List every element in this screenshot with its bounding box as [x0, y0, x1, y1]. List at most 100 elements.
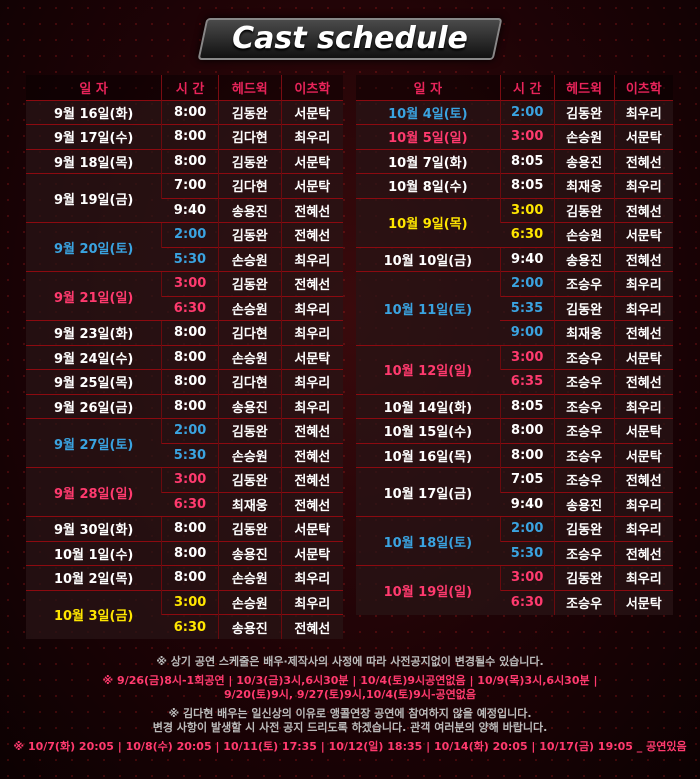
time-cell: 7:05	[499, 467, 555, 492]
table-row: 10월 15일(수) 8:00 조승우 서문탁	[356, 418, 673, 443]
table-row: 6:30 최재웅 전혜선	[26, 491, 343, 517]
time-cell: 9:00	[500, 320, 555, 345]
yitzhak-cast-cell: 최우리	[280, 369, 343, 394]
table-row: 10월 18일(토) 2:00 김동완 최우리	[356, 516, 673, 566]
yitzhak-cast-cell: 최우리	[613, 99, 673, 125]
yitzhak-cast-cell: 전혜선	[280, 271, 343, 296]
date-cell: 9월 20일(토)	[26, 222, 162, 272]
time-cell: 3:00	[161, 589, 219, 615]
table-row: 5:35 김동완 최우리	[356, 295, 673, 321]
note-exceptions: ※ 9/26(금)8시-1회공연 | 10/3(금)3시,6시30분 | 10/…	[102, 673, 598, 702]
hedwig-cast-cell: 김동완	[553, 295, 615, 321]
yitzhak-cast-cell: 최우리	[280, 295, 343, 321]
column-header: 이츠학	[280, 75, 343, 100]
hedwig-cast-cell: 김동완	[217, 271, 282, 296]
time-cell: 3:00	[499, 344, 555, 370]
time-cell: 8:05	[499, 173, 555, 198]
column-header: 일 자	[356, 75, 501, 100]
hedwig-cast-cell: 조승우	[553, 344, 615, 370]
yitzhak-cast-cell: 전혜선	[280, 197, 343, 223]
hedwig-cast-cell: 손승원	[217, 589, 282, 615]
date-cell: 9월 16일(화)	[26, 99, 162, 125]
time-cell: 2:00	[499, 99, 555, 125]
time-cell: 9:40	[161, 197, 219, 223]
table-row: 9월 30일(화) 8:00 김동완 서문탁	[26, 516, 343, 541]
time-cell: 3:00	[161, 467, 219, 492]
yitzhak-cast-cell: 서문탁	[613, 418, 673, 443]
time-cell: 6:30	[161, 614, 219, 639]
date-cell: 10월 2일(목)	[26, 565, 162, 590]
yitzhak-cast-cell: 전혜선	[280, 418, 343, 443]
date-cell: 10월 4일(토)	[356, 99, 501, 125]
hedwig-cast-cell: 송용진	[217, 393, 282, 419]
hedwig-cast-cell: 조승우	[553, 418, 615, 443]
hedwig-cast-cell: 김동완	[217, 418, 282, 443]
yitzhak-cast-cell: 최우리	[280, 124, 343, 149]
date-cell: 9월 23일(화)	[26, 320, 162, 345]
yitzhak-cast-cell: 서문탁	[280, 516, 343, 541]
time-cell: 2:00	[499, 516, 555, 541]
date-cell: 10월 12일(일)	[356, 344, 501, 394]
time-cell: 8:00	[161, 540, 219, 566]
yitzhak-cast-cell: 최우리	[280, 393, 343, 419]
time-cell: 3:00	[499, 565, 555, 590]
yitzhak-cast-cell: 전혜선	[613, 197, 673, 223]
yitzhak-cast-cell: 서문탁	[280, 173, 343, 198]
time-cell: 8:00	[161, 320, 219, 345]
date-cell: 9월 26일(금)	[26, 393, 162, 419]
time-cell: 8:00	[161, 148, 219, 174]
time-cell: 8:00	[161, 99, 219, 125]
table-row: 10월 3일(금) 3:00 손승원 최우리	[26, 589, 343, 639]
note-schedule-change: ※ 상기 공연 스케줄은 배우·제작사의 사정에 따라 사전공지없이 변경될수 …	[156, 655, 544, 668]
time-cell: 8:00	[499, 442, 555, 468]
yitzhak-cast-cell: 최우리	[280, 589, 343, 615]
table-row: 9월 25일(목) 8:00 김다현 최우리	[26, 369, 343, 394]
hedwig-cast-cell: 김동완	[553, 99, 615, 125]
hedwig-cast-cell: 김다현	[217, 369, 282, 394]
time-cell: 9:40	[499, 246, 555, 272]
yitzhak-cast-cell: 전혜선	[613, 148, 673, 174]
yitzhak-cast-cell: 최우리	[280, 320, 343, 345]
table-row: 10월 16일(목) 8:00 조승우 서문탁	[356, 442, 673, 468]
hedwig-cast-cell: 김동완	[217, 148, 282, 174]
hedwig-cast-cell: 송용진	[553, 491, 615, 517]
table-row: 10월 11일(토) 2:00 조승우 최우리	[356, 271, 673, 345]
yitzhak-cast-cell: 서문탁	[613, 589, 673, 615]
table-row: 6:30 손승원 최우리	[26, 295, 343, 321]
yitzhak-cast-cell: 전혜선	[613, 369, 673, 394]
column-header: 시 간	[499, 75, 555, 100]
yitzhak-cast-cell: 서문탁	[280, 148, 343, 174]
yitzhak-cast-cell: 최우리	[280, 565, 343, 590]
yitzhak-cast-cell: 최우리	[613, 565, 673, 590]
column-header: 시 간	[161, 75, 219, 100]
table-row: 9월 28일(일) 3:00 김동완 전혜선	[26, 467, 343, 517]
yitzhak-cast-cell: 전혜선	[280, 222, 343, 247]
hedwig-cast-cell: 손승원	[217, 295, 282, 321]
table-row: 10월 1일(수) 8:00 송용진 서문탁	[26, 540, 343, 566]
time-cell: 5:30	[161, 442, 219, 468]
date-cell: 10월 16일(목)	[356, 442, 501, 468]
yitzhak-cast-cell: 최우리	[613, 516, 673, 541]
yitzhak-cast-cell: 전혜선	[613, 467, 673, 492]
table-row: 10월 12일(일) 3:00 조승우 서문탁	[356, 344, 673, 394]
time-cell: 8:05	[499, 148, 555, 174]
time-cell: 6:35	[500, 369, 555, 394]
table-row: 9월 18일(목) 8:00 김동완 서문탁	[26, 148, 343, 174]
yitzhak-cast-cell: 최우리	[613, 393, 673, 419]
hedwig-cast-cell: 조승우	[553, 369, 615, 394]
hedwig-cast-cell: 조승우	[553, 271, 615, 296]
date-cell: 10월 17일(금)	[356, 467, 501, 517]
yitzhak-cast-cell: 최우리	[613, 491, 673, 517]
table-row: 9월 23일(화) 8:00 김다현 최우리	[26, 320, 343, 345]
table-row: 9:40 송용진 전혜선	[26, 197, 343, 223]
table-row: 10월 14일(화) 8:05 조승우 최우리	[356, 393, 673, 419]
yitzhak-cast-cell: 서문탁	[280, 540, 343, 566]
hedwig-cast-cell: 김동완	[553, 516, 615, 541]
hedwig-cast-cell: 조승우	[553, 467, 615, 492]
hedwig-cast-cell: 조승우	[553, 393, 615, 419]
table-row: 10월 10일(금) 9:40 송용진 전혜선	[356, 246, 673, 272]
table-row: 10월 19일(일) 3:00 김동완 최우리	[356, 565, 673, 615]
table-row: 10월 7일(화) 8:05 송용진 전혜선	[356, 148, 673, 174]
column-header: 헤드윅	[553, 75, 615, 100]
